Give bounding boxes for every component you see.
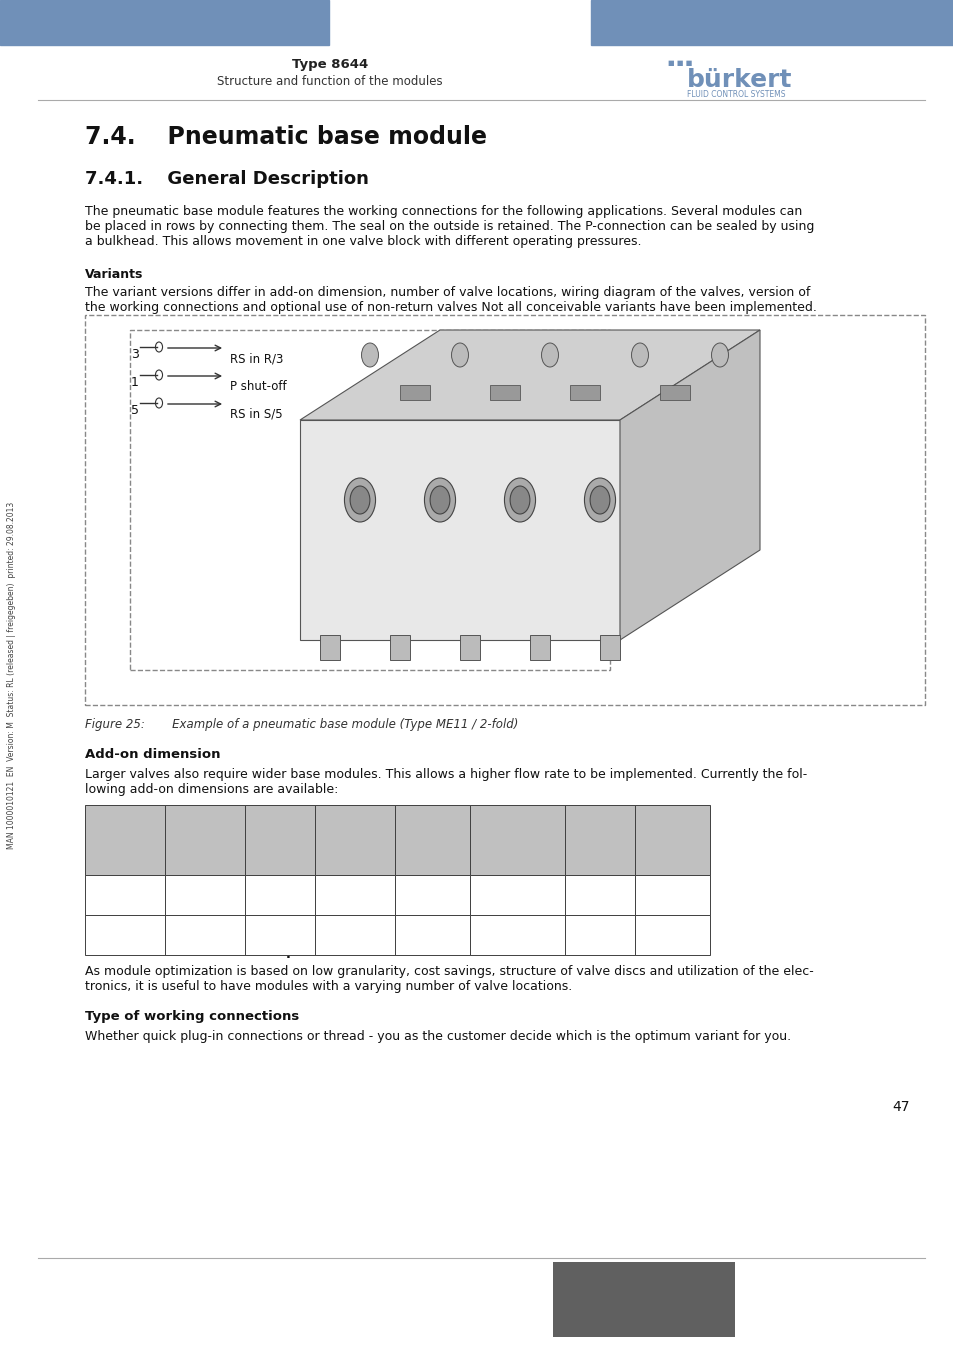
Text: 7.4.  Pneumatic base module: 7.4. Pneumatic base module <box>85 126 486 148</box>
Text: -: - <box>598 888 601 902</box>
Text: Number of valve locations per module: Number of valve locations per module <box>85 945 371 958</box>
Text: Structure and function of the modules: Structure and function of the modules <box>217 76 442 88</box>
Text: 3: 3 <box>131 348 139 360</box>
Text: As module optimization is based on low granularity, cost savings, structure of v: As module optimization is based on low g… <box>85 965 813 994</box>
Text: X: X <box>428 888 436 902</box>
Text: RS in S/5: RS in S/5 <box>230 408 282 421</box>
Text: *  Also with P shut-off: * Also with P shut-off <box>85 910 220 923</box>
Text: X*: X* <box>664 888 679 902</box>
Text: X: X <box>351 888 359 902</box>
Text: X: X <box>513 929 521 941</box>
Text: X*: X* <box>273 888 287 902</box>
Text: MAN 1000010121  EN  Version: M  Status: RL (released | freigegeben)  printed: 29: MAN 1000010121 EN Version: M Status: RL … <box>7 501 16 849</box>
Text: Type 8644: Type 8644 <box>292 58 368 72</box>
Text: The pneumatic base module features the working connections for the following app: The pneumatic base module features the w… <box>85 205 814 248</box>
Text: bürkert: bürkert <box>686 68 792 92</box>
Text: X: X <box>275 929 284 941</box>
Text: -: - <box>353 929 356 941</box>
Text: X: X <box>595 929 603 941</box>
Text: Figure 25:   Example of a pneumatic base module (Type ME11 / 2-fold): Figure 25: Example of a pneumatic base m… <box>85 718 517 730</box>
Text: 4-fold
mono: 4-fold mono <box>581 829 618 850</box>
Text: X: X <box>428 929 436 941</box>
Text: Add-on dimension: Add-on dimension <box>85 748 220 761</box>
Text: english: english <box>620 1293 666 1307</box>
Text: 5: 5 <box>131 404 139 417</box>
Text: -: - <box>515 888 519 902</box>
Text: FLUID CONTROL SYSTEMS: FLUID CONTROL SYSTEMS <box>686 90 784 99</box>
Text: ■ ■ ■: ■ ■ ■ <box>667 59 692 66</box>
Text: Variants: Variants <box>99 836 151 845</box>
Text: RS in R/3: RS in R/3 <box>230 352 283 365</box>
Text: Variants: Variants <box>85 269 143 281</box>
Text: MP12: MP12 <box>108 929 142 941</box>
Text: -: - <box>670 929 674 941</box>
Text: 2-fold
mono: 2-fold mono <box>261 829 298 850</box>
Text: 3-fold
10 mm mono: 3-fold 10 mm mono <box>476 829 558 850</box>
Text: Whether quick plug-in connections or thread - you as the customer decide which i: Whether quick plug-in connections or thr… <box>85 1030 790 1044</box>
Text: Add-on
dimension
mm: Add-on dimension mm <box>172 824 237 857</box>
Text: 11: 11 <box>197 888 213 902</box>
Text: 2-fold
2 x mono: 2-fold 2 x mono <box>326 829 383 850</box>
Text: 8-fold
mono: 8-fold mono <box>654 829 690 850</box>
Text: 47: 47 <box>892 1100 909 1114</box>
Text: 2-fold
bistable: 2-fold bistable <box>407 829 457 850</box>
Text: 1: 1 <box>131 377 139 389</box>
Text: Type of working connections: Type of working connections <box>85 1010 299 1023</box>
Text: P shut-off: P shut-off <box>230 379 286 393</box>
Text: 7.4.1.  General Description: 7.4.1. General Description <box>85 170 369 188</box>
Text: The variant versions differ in add-on dimension, number of valve locations, wiri: The variant versions differ in add-on di… <box>85 286 816 315</box>
Text: Larger valves also require wider base modules. This allows a higher flow rate to: Larger valves also require wider base mo… <box>85 768 806 796</box>
Text: MP11: MP11 <box>108 888 142 902</box>
Text: 16.5: 16.5 <box>191 929 218 941</box>
